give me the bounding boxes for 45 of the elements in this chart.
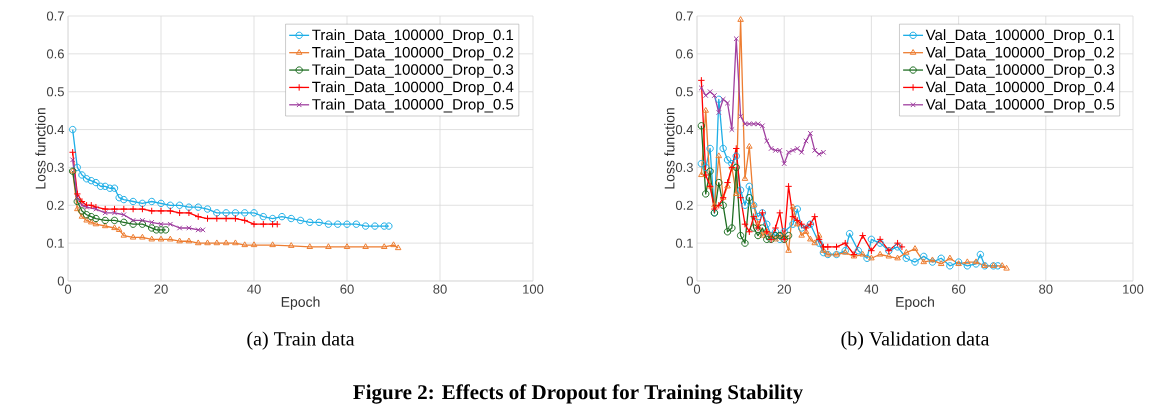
legend-label: Val_Data_100000_Drop_0.1: [925, 29, 1114, 44]
x-tick-label: 20: [154, 284, 168, 294]
x-tick-label: 60: [952, 284, 966, 294]
x-tick-label: 100: [1123, 284, 1144, 294]
y-tick-label: 0.7: [46, 11, 64, 21]
legend-label: Train_Data_100000_Drop_0.5: [312, 98, 514, 113]
y-axis-title: Loss function: [35, 108, 46, 189]
y-tick-label: 0.5: [675, 87, 693, 97]
y-tick-label: 0.6: [675, 49, 693, 59]
x-tick-label: 100: [523, 284, 544, 294]
text: (b) Validation data: [841, 331, 990, 350]
x-tick-label: 80: [433, 284, 447, 294]
legend-label: Train_Data_100000_Drop_0.1: [312, 29, 514, 44]
legend-label: Val_Data_100000_Drop_0.3: [925, 63, 1115, 78]
x-axis-title: Epoch: [896, 296, 934, 310]
y-tick-label: 0.7: [675, 11, 693, 21]
y-tick-label: 0.2: [675, 200, 693, 210]
legend-label: Val_Data_100000_Drop_0.4: [925, 81, 1115, 96]
x-tick-label: 40: [864, 284, 879, 294]
y-tick-label: 0: [686, 276, 693, 286]
text: (a) Train data: [247, 331, 355, 350]
x-tick-label: 0: [64, 284, 72, 294]
y-tick-label: 0.5: [46, 87, 64, 97]
y-tick-label: 0.1: [675, 238, 693, 248]
y-tick-label: 0.6: [46, 49, 64, 59]
y-tick-label: 0.2: [46, 200, 64, 210]
x-tick-label: 40: [247, 284, 261, 294]
x-tick-label: 60: [340, 284, 354, 294]
y-tick-label: 0.4: [675, 124, 694, 135]
y-tick-label: 0.3: [675, 162, 693, 173]
legend-label: Train_Data_100000_Drop_0.3: [312, 63, 514, 78]
x-tick-label: 80: [1039, 284, 1053, 294]
legend-label: Val_Data_100000_Drop_0.5: [925, 98, 1115, 113]
legend-label: Train_Data_100000_Drop_0.2: [312, 46, 514, 61]
x-tick-label: 20: [777, 284, 791, 294]
x-tick-label: 0: [693, 284, 701, 294]
y-tick-label: 0: [57, 276, 64, 286]
y-tick-label: 0.4: [46, 124, 65, 135]
legend-label: Val_Data_100000_Drop_0.2: [925, 46, 1114, 61]
x-axis-title: Epoch: [281, 296, 320, 310]
legend-label: Train_Data_100000_Drop_0.4: [312, 81, 514, 96]
y-axis-title: Loss function: [664, 108, 675, 189]
y-tick-label: 0.1: [46, 238, 64, 248]
y-tick-label: 0.3: [46, 162, 64, 173]
caption: Figure 2: Effects of Dropout for Training Stability: [353, 384, 803, 404]
